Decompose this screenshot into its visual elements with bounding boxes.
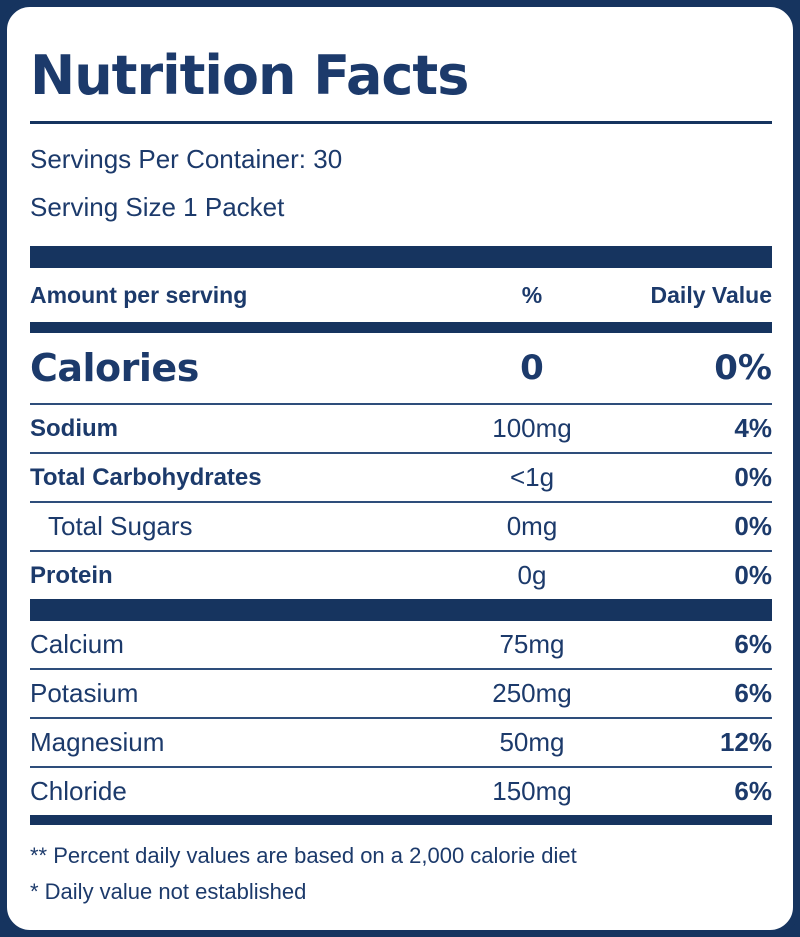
- mineral-name: Calcium: [30, 629, 124, 660]
- row-separator: [30, 403, 772, 406]
- mineral-daily-value: 6%: [734, 776, 772, 807]
- nutrient-daily-value: 4%: [734, 413, 772, 444]
- section-bar-top: [30, 246, 772, 269]
- nutrient-name: Total Carbohydrates: [30, 463, 262, 491]
- daily-value-header: Daily Value: [650, 281, 772, 308]
- mineral-amount: 150mg: [492, 776, 572, 807]
- section-bar-minerals: [30, 599, 772, 622]
- mineral-row-chloride: Chloride 150mg 6%: [30, 768, 772, 815]
- column-header-row: Amount per serving % Daily Value: [30, 268, 772, 322]
- nutrient-row-total-carbohydrates: Total Carbohydrates <1g 0%: [30, 454, 772, 501]
- calories-row: Calories 0 0%: [30, 333, 772, 403]
- mineral-amount: 50mg: [499, 727, 565, 758]
- row-separator: [30, 501, 772, 504]
- nutrient-daily-value: 0%: [734, 511, 772, 542]
- nutrient-amount: 0g: [517, 560, 547, 591]
- mineral-row-magnesium: Magnesium 50mg 12%: [30, 719, 772, 766]
- section-bar-header: [30, 322, 772, 334]
- nutrient-daily-value: 0%: [734, 560, 772, 591]
- nutrient-amount: 100mg: [492, 413, 572, 444]
- nutrient-amount: 0mg: [506, 511, 558, 542]
- title-rule: [30, 121, 772, 125]
- serving-size: Serving Size 1 Packet: [30, 192, 285, 223]
- mineral-daily-value: 6%: [734, 629, 772, 660]
- nutrient-name: Protein: [30, 561, 113, 589]
- mineral-name: Chloride: [30, 776, 127, 807]
- percent-header: %: [521, 281, 543, 308]
- nutrient-row-total-sugars: Total Sugars 0mg 0%: [30, 503, 772, 550]
- calories-label: Calories: [30, 346, 199, 391]
- section-bar-footer: [30, 815, 772, 826]
- nutrient-name: Total Sugars: [48, 511, 193, 542]
- footnote-not-established: * Daily value not established: [30, 879, 307, 905]
- mineral-row-potasium: Potasium 250mg 6%: [30, 670, 772, 717]
- row-separator: [30, 550, 772, 553]
- nutrient-row-protein: Protein 0g 0%: [30, 552, 772, 599]
- nutrient-row-sodium: Sodium 100mg 4%: [30, 405, 772, 452]
- mineral-name: Potasium: [30, 678, 139, 709]
- nutrient-amount: <1g: [509, 462, 555, 493]
- row-separator: [30, 717, 772, 720]
- amount-per-serving-header: Amount per serving: [30, 281, 248, 308]
- calories-amount: 0: [520, 348, 544, 389]
- nutrient-daily-value: 0%: [734, 462, 772, 493]
- servings-per-container: Servings Per Container: 30: [30, 144, 343, 175]
- footnote-daily-values: ** Percent daily values are based on a 2…: [30, 843, 577, 869]
- calories-daily-value: 0%: [714, 348, 772, 389]
- mineral-row-calcium: Calcium 75mg 6%: [30, 621, 772, 668]
- label-title: Nutrition Facts: [30, 44, 469, 107]
- mineral-daily-value: 6%: [734, 678, 772, 709]
- row-separator: [30, 668, 772, 671]
- mineral-daily-value: 12%: [719, 727, 772, 758]
- nutrient-name: Sodium: [30, 414, 118, 442]
- row-separator: [30, 452, 772, 455]
- row-separator: [30, 766, 772, 769]
- mineral-amount: 250mg: [492, 678, 572, 709]
- mineral-amount: 75mg: [499, 629, 565, 660]
- mineral-name: Magnesium: [30, 727, 165, 758]
